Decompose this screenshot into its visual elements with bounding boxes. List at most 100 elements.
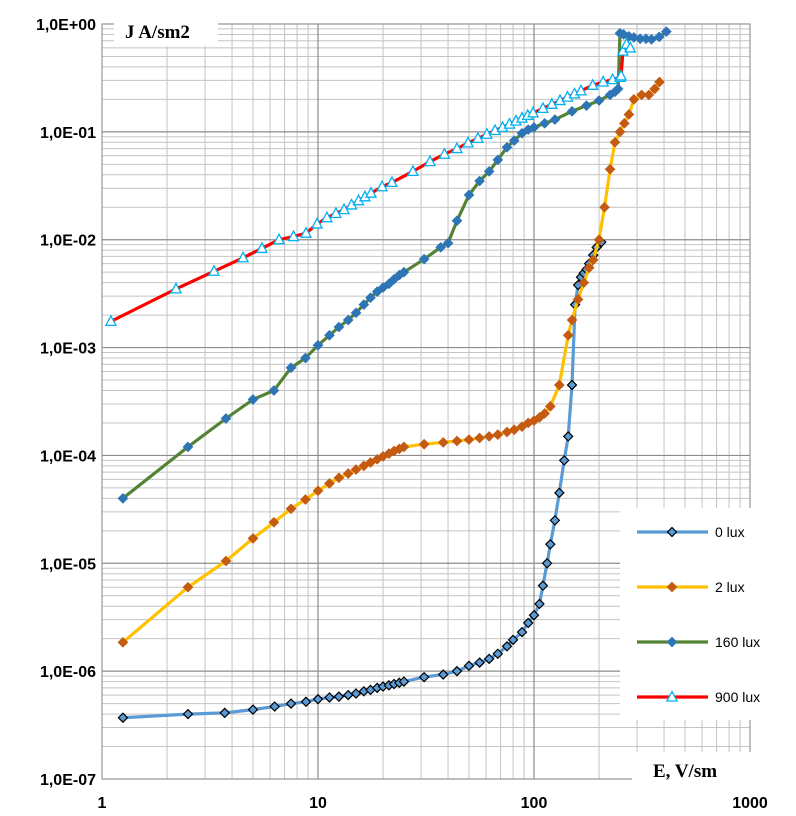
- data-point: [442, 237, 454, 249]
- legend-item: 900 lux: [637, 689, 760, 705]
- data-point: [299, 226, 313, 238]
- data-point: [534, 598, 545, 610]
- data-point: [418, 438, 430, 450]
- data-point: [526, 105, 540, 118]
- data-point: [528, 609, 540, 621]
- legend-label: 2 lux: [715, 579, 745, 595]
- data-point: [572, 293, 584, 305]
- legend-item: 160 lux: [637, 634, 760, 650]
- data-point: [333, 321, 345, 333]
- data-point: [537, 580, 549, 592]
- y-tick-label: 1,0E-07: [40, 772, 96, 789]
- data-point: [365, 457, 376, 468]
- data-point: [587, 254, 599, 266]
- y-tick-label: 1,0E-06: [40, 664, 96, 681]
- data-point: [545, 97, 558, 109]
- data-point: [247, 533, 259, 544]
- data-point: [287, 229, 300, 242]
- data-point: [320, 210, 334, 223]
- data-point: [418, 253, 430, 265]
- data-point: [566, 105, 578, 117]
- data-point: [507, 634, 519, 646]
- data-point: [342, 468, 354, 479]
- data-point: [437, 437, 449, 448]
- data-point: [461, 136, 475, 148]
- data-point: [522, 617, 534, 629]
- data-point: [541, 557, 553, 569]
- data-point: [104, 314, 118, 327]
- data-point: [364, 186, 378, 198]
- legend-item: 2 lux: [637, 579, 745, 595]
- data-point: [207, 264, 221, 276]
- data-point: [451, 215, 463, 227]
- y-axis-title-box: [114, 14, 218, 46]
- tick-labels: 1 10 100 1000 1,0E-07 1,0E-06 1,0E-05 1,0E-04 1,…: [36, 17, 768, 812]
- y-tick-label: 1,0E+00: [36, 17, 96, 34]
- data-point: [247, 704, 259, 715]
- data-point: [463, 434, 475, 446]
- data-point: [614, 126, 626, 138]
- series-160-lux: [117, 26, 672, 504]
- data-point: [237, 250, 250, 263]
- data-point: [566, 379, 578, 391]
- data-point: [300, 696, 312, 708]
- legend: [620, 508, 796, 720]
- data-point: [593, 95, 605, 106]
- data-point: [463, 189, 475, 201]
- data-point: [609, 136, 621, 148]
- data-point: [423, 154, 437, 167]
- data-point: [272, 232, 286, 245]
- data-point: [516, 127, 528, 139]
- data-point: [593, 234, 605, 246]
- series-900-lux: [104, 37, 637, 327]
- data-point: [508, 135, 520, 146]
- data-point: [649, 83, 661, 95]
- data-point: [558, 455, 570, 466]
- data-point: [619, 117, 630, 129]
- legend-label: 900 lux: [715, 689, 760, 705]
- x-tick-label: 100: [521, 795, 548, 812]
- data-point: [612, 83, 624, 95]
- data-point: [474, 432, 485, 444]
- x-axis-title-box: [632, 752, 796, 786]
- data-point: [624, 41, 637, 53]
- data-point: [435, 241, 447, 253]
- data-point: [117, 493, 129, 504]
- x-tick-label: 10: [309, 795, 327, 812]
- data-point: [666, 581, 678, 593]
- series-0-lux: [117, 236, 607, 724]
- data-point: [376, 179, 389, 192]
- data-point: [643, 89, 655, 101]
- data-point: [562, 329, 574, 341]
- data-point: [312, 485, 324, 497]
- data-point: [483, 653, 495, 665]
- data-point: [333, 472, 345, 484]
- data-point: [333, 691, 345, 703]
- y-tick-label: 1,0E-03: [40, 341, 96, 358]
- x-tick-label: 1000: [732, 795, 768, 812]
- legend-label: 160 lux: [715, 634, 760, 650]
- data-point: [483, 166, 495, 177]
- data-point: [553, 379, 565, 391]
- data-point: [450, 141, 464, 154]
- data-point: [182, 708, 194, 720]
- data-point: [636, 89, 647, 101]
- data-point: [437, 669, 449, 680]
- y-tick-label: 1,0E-05: [40, 556, 96, 573]
- data-point: [544, 538, 556, 550]
- data-point: [474, 657, 485, 668]
- data-point: [623, 109, 635, 120]
- data-point: [654, 76, 665, 88]
- data-point: [574, 83, 588, 96]
- data-point: [666, 636, 678, 648]
- data-point: [268, 516, 280, 528]
- data-point: [501, 141, 513, 153]
- legend-items: 0 lux 2 lux 160 lux 900 lux: [637, 524, 760, 705]
- data-point: [268, 385, 280, 396]
- data-point: [406, 164, 419, 177]
- data-point: [471, 131, 484, 144]
- data-point: [418, 671, 430, 683]
- data-point: [653, 31, 665, 43]
- y-tick-label: 1,0E-01: [40, 125, 96, 142]
